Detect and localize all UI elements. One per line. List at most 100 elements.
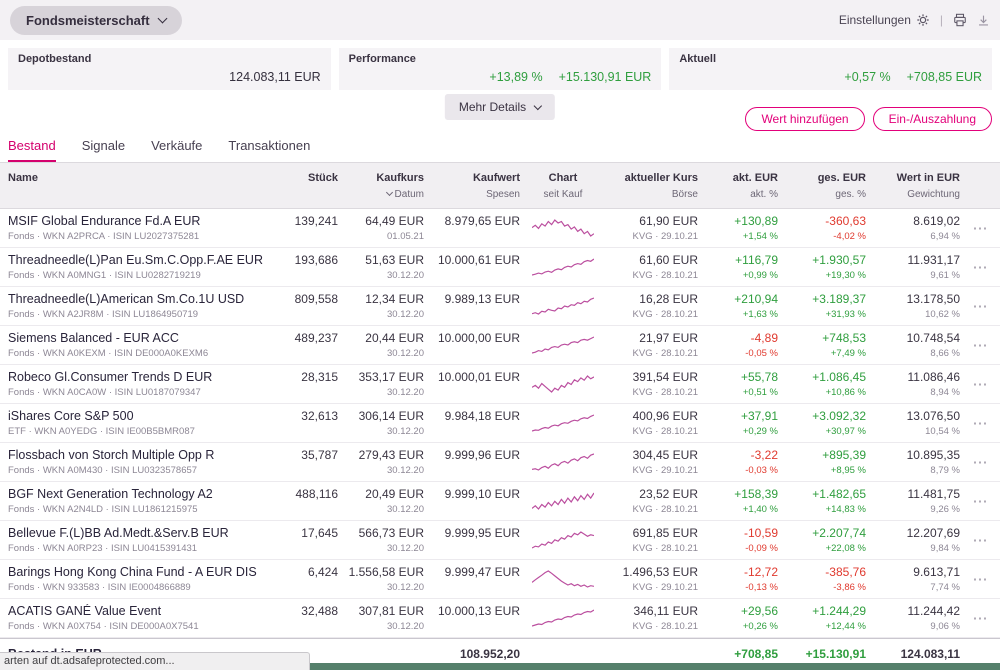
- row-menu-button[interactable]: ⋯: [972, 219, 988, 237]
- table-row[interactable]: Threadneedle(L)Pan Eu.Sm.C.Opp.F.AE EUR …: [0, 248, 1000, 287]
- more-details-button[interactable]: Mehr Details: [444, 94, 556, 120]
- price-source: KVG · 28.10.21: [632, 386, 698, 398]
- col-header-stueck[interactable]: Stück: [280, 170, 338, 187]
- buy-value: 9.999,95 EUR: [444, 525, 520, 540]
- summary-card-performance: Performance +13,89 % +15.130,91 EUR: [338, 48, 662, 90]
- table-row[interactable]: Robeco Gl.Consumer Trends D EUR Fonds · …: [0, 365, 1000, 404]
- table-row[interactable]: Siemens Balanced - EUR ACC Fonds · WKN A…: [0, 326, 1000, 365]
- row-menu-button[interactable]: ⋯: [972, 297, 988, 315]
- tab-signale[interactable]: Signale: [81, 138, 126, 153]
- current-price-cell: 391,54 EUR KVG · 28.10.21: [606, 370, 698, 398]
- day-change-eur: -4,89: [750, 330, 778, 345]
- buy-value: 10.000,00 EUR: [437, 330, 520, 345]
- table-row[interactable]: MSIF Global Endurance Fd.A EUR Fonds · W…: [0, 209, 1000, 248]
- table-row[interactable]: BGF Next Generation Technology A2 Fonds …: [0, 482, 1000, 521]
- price-source: KVG · 28.10.21: [632, 308, 698, 320]
- position-weight: 9,84 %: [930, 542, 960, 554]
- row-menu-button[interactable]: ⋯: [972, 414, 988, 432]
- download-button[interactable]: [977, 14, 990, 27]
- name-cell: Robeco Gl.Consumer Trends D EUR Fonds · …: [8, 370, 272, 398]
- row-menu-button[interactable]: ⋯: [972, 492, 988, 510]
- shares-value: 488,116: [295, 486, 339, 501]
- col-header-kaufwert[interactable]: Kaufwert Spesen: [432, 170, 520, 202]
- current-price: 691,85 EUR: [632, 525, 698, 540]
- row-menu-button[interactable]: ⋯: [972, 570, 988, 588]
- controls-row: Mehr Details Wert hinzufügen Ein-/Auszah…: [0, 94, 1000, 132]
- shares-cell: 809,558: [280, 292, 338, 306]
- tab-transaktionen[interactable]: Transaktionen: [228, 138, 311, 153]
- table-row[interactable]: Threadneedle(L)American Sm.Co.1U USD Fon…: [0, 287, 1000, 326]
- total-change-pct: -3,86 %: [833, 581, 866, 593]
- sparkline-chart: [528, 487, 598, 511]
- row-menu-button[interactable]: ⋯: [972, 609, 988, 627]
- fund-name-link[interactable]: Bellevue F.(L)BB Ad.Medt.&Serv.B EUR: [8, 525, 229, 540]
- current-price: 400,96 EUR: [632, 408, 698, 423]
- day-change-pct: +0,99 %: [742, 269, 778, 281]
- col-label: ges. EUR: [817, 172, 866, 184]
- fund-name-link[interactable]: BGF Next Generation Technology A2: [8, 486, 213, 501]
- position-value-cell: 11.244,42 9,06 %: [874, 604, 961, 632]
- col-header-name[interactable]: Name: [8, 170, 272, 187]
- total-change-pct: +10,86 %: [825, 386, 866, 398]
- fund-name-link[interactable]: ACATIS GANÉ Value Event: [8, 603, 162, 618]
- buy-price-cell: 20,49 EUR 30.12.20: [346, 487, 424, 515]
- table-row[interactable]: ACATIS GANÉ Value Event Fonds · WKN A0X7…: [0, 599, 1000, 638]
- divider: |: [939, 13, 943, 27]
- fund-name-link[interactable]: Siemens Balanced - EUR ACC: [8, 330, 179, 345]
- fund-name-link[interactable]: Robeco Gl.Consumer Trends D EUR: [8, 369, 213, 384]
- row-menu-button[interactable]: ⋯: [972, 258, 988, 276]
- row-menu-button[interactable]: ⋯: [972, 453, 988, 471]
- row-menu-button[interactable]: ⋯: [972, 531, 988, 549]
- deposit-withdrawal-button[interactable]: Ein-/Auszahlung: [872, 107, 992, 131]
- col-header-ges[interactable]: ges. EUR ges. %: [786, 170, 866, 202]
- portfolio-selector-button[interactable]: Fondsmeisterschaft: [10, 5, 182, 35]
- row-menu-button[interactable]: ⋯: [972, 336, 988, 354]
- col-header-kurs[interactable]: aktueller Kurs Börse: [606, 170, 698, 202]
- day-change-cell: +29,56 +0,26 %: [706, 604, 778, 632]
- tab-verkaeufe[interactable]: Verkäufe: [151, 138, 203, 153]
- performance-percent: +13,89 %: [489, 70, 543, 84]
- sort-indicator-icon: [385, 188, 393, 196]
- table-row[interactable]: Flossbach von Storch Multiple Opp R Fond…: [0, 443, 1000, 482]
- day-change-cell: -4,89 -0,05 %: [706, 331, 778, 359]
- gear-icon: [917, 14, 929, 26]
- col-header-kaufkurs[interactable]: Kaufkurs Datum: [346, 170, 424, 202]
- day-change-eur: -3,22: [750, 447, 778, 462]
- position-value-cell: 13.076,50 10,54 %: [874, 409, 960, 437]
- table-row[interactable]: iShares Core S&P 500 ETF · WKN A0YEDG · …: [0, 404, 1000, 443]
- table-row[interactable]: Bellevue F.(L)BB Ad.Medt.&Serv.B EUR Fon…: [0, 521, 1000, 560]
- buy-price: 51,63 EUR: [365, 252, 424, 267]
- name-cell: Barings Hong Kong China Fund - A EUR DIS…: [8, 565, 272, 593]
- current-price: 61,60 EUR: [639, 252, 698, 267]
- row-menu-button[interactable]: ⋯: [972, 375, 988, 393]
- fund-name-link[interactable]: Threadneedle(L)Pan Eu.Sm.C.Opp.F.AE EUR: [8, 252, 263, 267]
- price-source: KVG · 28.10.21: [632, 620, 698, 632]
- table-row[interactable]: Barings Hong Kong China Fund - A EUR DIS…: [0, 560, 1000, 599]
- fund-name-link[interactable]: Flossbach von Storch Multiple Opp R: [8, 447, 215, 462]
- col-header-akt[interactable]: akt. EUR akt. %: [706, 170, 778, 202]
- add-value-button[interactable]: Wert hinzufügen: [745, 107, 865, 131]
- name-cell: Siemens Balanced - EUR ACC Fonds · WKN A…: [8, 331, 272, 359]
- fund-name-link[interactable]: MSIF Global Endurance Fd.A EUR: [8, 213, 201, 228]
- fund-name-link[interactable]: Threadneedle(L)American Sm.Co.1U USD: [8, 291, 245, 306]
- col-header-wert[interactable]: Wert in EUR Gewichtung: [874, 170, 960, 202]
- sparkline-chart: [528, 253, 598, 277]
- settings-link[interactable]: Einstellungen: [839, 13, 930, 27]
- buy-price: 353,17 EUR: [358, 369, 424, 384]
- tab-bestand[interactable]: Bestand: [8, 138, 56, 162]
- fund-name-link[interactable]: Barings Hong Kong China Fund - A EUR DIS: [8, 564, 257, 579]
- buy-price-cell: 20,44 EUR 30.12.20: [346, 331, 424, 359]
- buy-value-cell: 9.999,96 EUR: [432, 448, 520, 462]
- buy-value-cell: 9.999,10 EUR: [432, 487, 520, 501]
- shares-value: 35,787: [301, 447, 338, 462]
- footer-total-change-eur: +15.130,91: [805, 646, 866, 661]
- col-header-chart[interactable]: Chart seit Kauf: [528, 170, 598, 202]
- depot-value: 124.083,11 EUR: [229, 70, 321, 84]
- buy-price: 64,49 EUR: [365, 213, 424, 228]
- sparkline-chart: [528, 370, 598, 394]
- action-buttons: Wert hinzufügen Ein-/Auszahlung: [745, 107, 992, 131]
- name-cell: Flossbach von Storch Multiple Opp R Fond…: [8, 448, 272, 476]
- fund-name-link[interactable]: iShares Core S&P 500: [8, 408, 134, 423]
- print-button[interactable]: [953, 13, 967, 27]
- buy-value-cell: 10.000,61 EUR: [432, 253, 520, 267]
